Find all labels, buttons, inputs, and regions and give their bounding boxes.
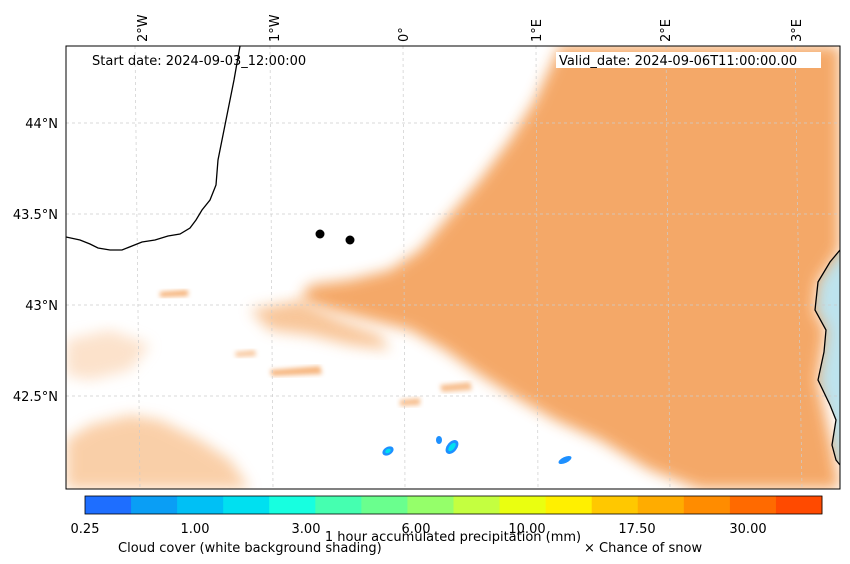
colorbar-tick-label: 3.00 <box>292 522 321 537</box>
colorbar-swatch <box>453 496 501 514</box>
colorbar <box>85 496 823 514</box>
colorbar-swatch <box>315 496 362 514</box>
lon-tick-label: 1°W <box>268 14 283 42</box>
colorbar-swatch <box>269 496 316 514</box>
colorbar-tick-label: 10.00 <box>508 522 545 537</box>
cloud-cover-shading <box>66 46 840 489</box>
colorbar-tick-label: 17.50 <box>618 522 655 537</box>
colorbar-tick-label: 6.00 <box>402 522 431 537</box>
cloud-cover-note: Cloud cover (white background shading) <box>118 541 382 556</box>
colorbar-swatch <box>177 496 224 514</box>
snow-note: × Chance of snow <box>584 541 702 556</box>
colorbar-swatch <box>223 496 270 514</box>
lat-tick-label: 43°N <box>25 299 58 314</box>
colorbar-swatch <box>407 496 454 514</box>
colorbar-swatch <box>85 496 132 514</box>
colorbar-swatch <box>591 496 639 514</box>
coastline-west <box>66 46 241 251</box>
lat-tick-label: 44°N <box>25 117 58 132</box>
lon-tick-label: 1°E <box>530 19 545 42</box>
coastline-east <box>814 249 840 466</box>
start-date-label: Start date: 2024-09-03_12:00:00 <box>92 54 306 69</box>
colorbar-swatch <box>545 496 593 514</box>
colorbar-tick-label: 0.25 <box>71 522 100 537</box>
precipitation-cells <box>382 436 572 465</box>
lon-tick-label: 2°W <box>136 14 151 42</box>
location-dot <box>345 235 355 245</box>
graticule <box>66 46 840 489</box>
colorbar-title: 1 hour accumulated precipitation (mm) <box>325 530 581 545</box>
colorbar-swatch <box>499 496 547 514</box>
colorbar-swatch <box>637 496 685 514</box>
lon-tick-label: 2°E <box>659 19 674 42</box>
colorbar-swatch <box>775 496 823 514</box>
map-content <box>66 46 840 489</box>
colorbar-swatch <box>729 496 777 514</box>
colorbar-tick-label: 30.00 <box>729 522 766 537</box>
valid-date-box <box>556 52 821 68</box>
lat-tick-label: 42.5°N <box>13 390 58 405</box>
colorbar-swatch <box>361 496 408 514</box>
map-frame <box>65 45 841 490</box>
colorbar-frame <box>84 495 823 515</box>
colorbar-tick-label: 1.00 <box>181 522 210 537</box>
lon-tick-label: 0° <box>397 27 412 42</box>
colorbar-swatch <box>131 496 178 514</box>
location-dot <box>315 229 325 239</box>
sea-area <box>815 250 840 465</box>
valid-date-label: Valid_date: 2024-09-06T11:00:00.00 <box>559 54 797 69</box>
lat-tick-label: 43.5°N <box>13 208 58 223</box>
colorbar-swatch <box>683 496 731 514</box>
lon-tick-label: 3°E <box>790 19 805 42</box>
